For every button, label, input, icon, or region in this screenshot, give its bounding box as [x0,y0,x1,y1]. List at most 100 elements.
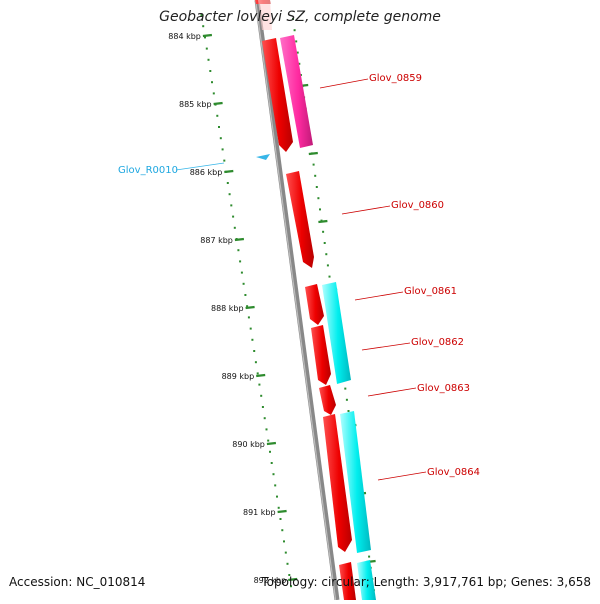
gene-block-glov-0863[interactable] [319,385,336,415]
scale-dot [347,410,350,412]
scale-dot [328,275,331,278]
scale-dot [223,159,226,162]
scale-dot [251,338,254,341]
scale-tick [234,237,245,242]
scale-tick [202,33,213,38]
scale-dot [281,529,284,532]
scale-dot [258,383,261,386]
rna-label-glov-r0010[interactable]: Glov_R0010 [118,165,178,176]
scale-dot [253,350,256,352]
scale-dot [226,182,229,184]
scale-dot [237,249,240,252]
gene-label-glov-0864[interactable]: Glov_0864 [427,467,480,478]
scale-dot [242,282,245,285]
scale-dot [274,484,277,487]
scale-dot [345,398,348,401]
leader-glov-0859 [319,78,369,89]
scale-dot [326,264,329,267]
scale-tick-label: 891 kbp [243,508,276,517]
scale-dot [315,186,318,188]
leader-glov-r0010 [175,162,225,171]
scale-tick-label: 885 kbp [179,100,212,109]
scale-dot [319,208,321,211]
scale-dot [228,193,231,196]
scale-dot [265,428,268,431]
gene-block-glov-0862[interactable] [311,325,331,385]
scale-dot [209,70,212,72]
gene-label-glov-0863[interactable]: Glov_0863 [417,383,470,394]
leader-glov-0861 [354,291,404,301]
scale-tick-right [308,151,318,156]
gene-label-glov-0862[interactable]: Glov_0862 [411,337,464,348]
scale-dot [246,305,249,308]
rna-marker-glov-r0010[interactable] [256,154,270,160]
gene-partial-bottom-cyan[interactable] [357,560,376,600]
scale-dot [207,58,210,61]
scale-dot [239,260,242,263]
gene-label-glov-0861[interactable]: Glov_0861 [404,286,457,297]
scale-dot [292,18,294,20]
scale-dot [298,62,301,65]
gene-block-glov-0859-magenta[interactable] [280,35,313,148]
scale-tick-label: 887 kbp [200,236,233,245]
gene-block-glov-0864-red[interactable] [323,414,352,552]
scale-dot [212,92,215,95]
scale-tick [213,101,223,106]
scale-dot [232,215,235,218]
gene-block-glov-0864-cyan[interactable] [340,411,371,553]
scale-dot [283,540,285,543]
scale-dot [344,387,347,390]
scale-dot [233,226,236,229]
gene-partial-bottom-red[interactable] [339,562,356,600]
scale-dot [218,126,220,128]
gene-block-glov-0859-red[interactable] [262,38,293,152]
scale-dot [260,394,263,397]
scale-dot [322,230,325,233]
scale-dot [263,417,266,420]
scale-dot [317,197,320,200]
scale-tick-label: 892 kbp [254,576,287,585]
gene-partial-top-pink[interactable] [258,0,272,30]
gene-label-glov-0859[interactable]: Glov_0859 [369,73,422,84]
scale-dot [293,29,296,32]
scale-dot [244,294,247,296]
genome-summary-text: Topology: circular; Length: 3,917,761 bp… [261,575,591,589]
genome-backbone [254,0,340,601]
scale-dot [272,473,275,476]
scale-dot [247,316,250,319]
scale-dot [200,14,203,16]
gene-block-glov-0861-red[interactable] [305,284,324,325]
scale-dot [267,439,270,442]
scale-ticks: 884 kbp 885 kbp 886 kbp 887 kbp 888 kbp 889 k… [168,32,376,585]
scale-dot [205,47,208,50]
genome-backbone-highlight [255,0,337,601]
scale-dot [286,562,289,565]
scale-dot [211,81,213,84]
scale-tick [245,305,255,310]
scale-dot [290,585,292,588]
scale-dot [276,495,278,498]
scale-dot [368,555,371,558]
scale-dot [261,406,264,408]
leader-glov-0863 [367,387,417,397]
scale-tick-label: 884 kbp [168,32,201,41]
gene-block-glov-0860[interactable] [286,171,314,268]
scale-dot [249,327,252,330]
scale-dot [325,253,328,256]
scale-dot [312,163,315,166]
scale-dot [288,574,291,576]
leader-glov-0864 [377,471,427,481]
scale-dot [323,242,326,244]
gene-label-glov-0860[interactable]: Glov_0860 [391,200,444,211]
scale-tick-label: 886 kbp [190,168,223,177]
scale-tick [224,169,234,174]
scale-dot [240,271,243,274]
scale-dot [269,450,271,453]
scale-tick [288,577,298,582]
scale-dot [216,114,219,117]
gene-block-glov-0861-cyan[interactable] [322,282,351,384]
scale-dot [295,40,298,43]
accession-text: Accession: NC_010814 [9,575,146,589]
